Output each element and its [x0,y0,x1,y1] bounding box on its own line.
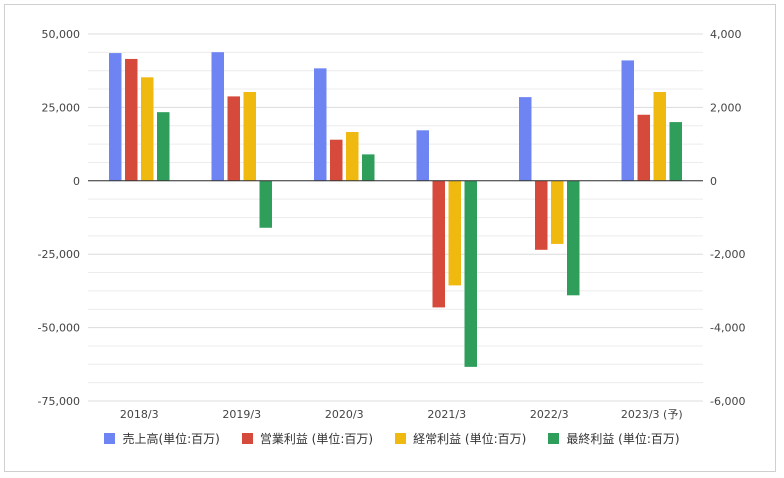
right-y-tick-label: -2,000 [710,248,745,261]
left-y-tick-label: 0 [73,175,80,188]
left-y-tick-label: 50,000 [42,28,81,41]
legend-swatch-net-profit [548,433,560,444]
legend-swatch-ordinary-profit [395,433,407,444]
right-y-tick-label: -6,000 [710,395,745,408]
bar [432,180,445,308]
bar [109,53,122,181]
left-y-tick-label: 25,000 [42,101,81,114]
bar [669,122,682,181]
legend-item-ordinary-profit: 経常利益 (単位:百万) [395,430,526,447]
bar [141,77,154,181]
legend-item-net-profit: 最終利益 (単位:百万) [548,430,680,447]
bar [551,180,564,244]
left-y-tick-label: -25,000 [38,248,80,261]
legend-swatch-sales [104,433,116,444]
bar [330,139,343,181]
x-tick-label: 2022/3 [530,408,569,421]
bar [211,52,224,181]
bar [157,112,170,181]
legend-swatch-operating-profit [241,433,253,444]
left-y-tick-label: -50,000 [38,322,80,335]
legend-item-operating-profit: 営業利益 (単位:百万) [241,430,374,447]
bar [362,154,375,181]
bar [416,130,429,181]
legend: 売上高(単位:百万) 営業利益 (単位:百万) 経常利益 (単位:百万) 最終利… [0,430,784,447]
bar [567,180,580,296]
bar [653,91,666,181]
tick-labels: 2018/3 2019/3 2020/3 2021/3 2022/3 2023/3 (予)… [38,28,746,421]
x-tick-label: 2021/3 [427,408,466,421]
bar [259,180,272,228]
legend-label-ordinary-profit: 経常利益 (単位:百万) [413,432,527,446]
right-y-tick-label: -4,000 [710,322,745,335]
bar [448,180,461,286]
legend-label-net-profit: 最終利益 (単位:百万) [566,432,680,446]
bar [346,131,359,181]
bar [621,60,634,181]
bar [464,180,477,367]
bar [314,68,327,181]
gridlines [88,33,703,402]
bars [109,52,682,367]
legend-label-operating-profit: 営業利益 (単位:百万) [259,432,374,446]
bar [243,91,256,181]
legend-item-sales: 売上高(単位:百万) [104,430,220,447]
x-tick-label: 2023/3 (予) [621,408,683,421]
x-tick-label: 2019/3 [222,408,261,421]
bar [535,180,548,250]
right-y-tick-label: 2,000 [710,101,742,114]
x-tick-label: 2020/3 [325,408,364,421]
x-tick-label: 2018/3 [120,408,159,421]
right-y-tick-label: 4,000 [710,28,742,41]
bar [125,58,138,181]
right-y-tick-label: 0 [710,175,717,188]
legend-label-sales: 売上高(単位:百万) [122,432,220,446]
bar [519,97,532,181]
left-y-tick-label: -75,000 [38,395,80,408]
bar [227,96,240,181]
bar [637,114,650,181]
